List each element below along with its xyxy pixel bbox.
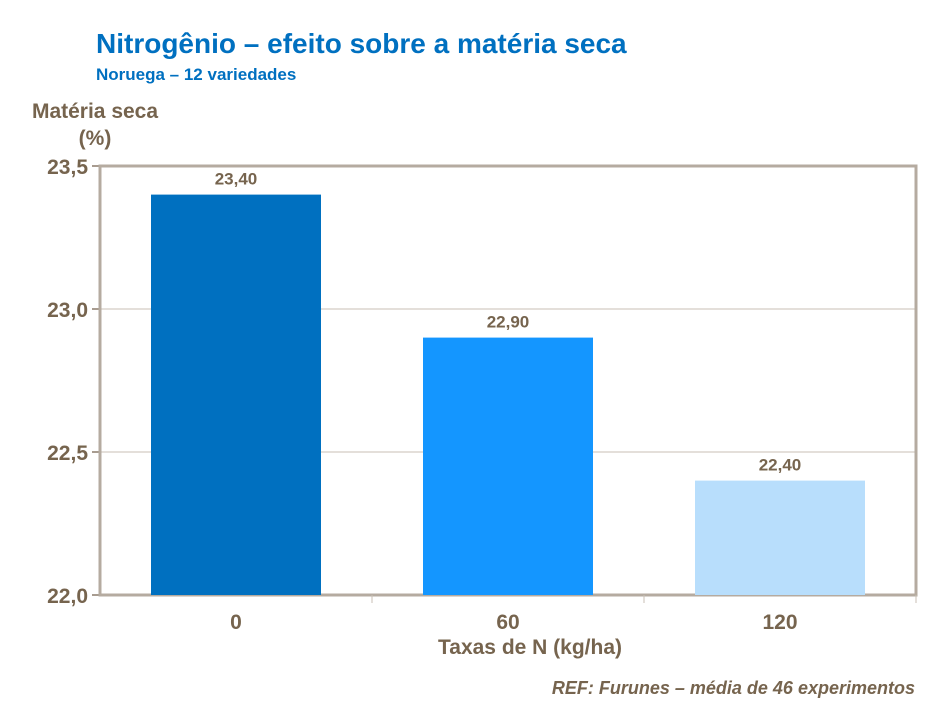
bar [423,337,593,595]
y-axis-label: Matéria seca (%) [20,98,170,152]
y-tick-label: 22,5 [47,442,88,465]
data-label: 22,40 [759,456,802,475]
bar [695,480,865,595]
x-axis-label: Taxas de N (kg/ha) [438,636,622,659]
y-tick-label: 22,0 [47,585,88,608]
chart-title: Nitrogênio – efeito sobre a matéria seca [96,28,627,59]
y-tick-label: 23,0 [47,299,88,322]
bar [151,194,321,595]
y-tick-label: 23,5 [47,156,88,179]
data-label: 22,90 [487,313,530,332]
x-tick-label: 0 [230,611,242,634]
x-tick-label: 60 [496,611,519,634]
y-axis-label-line2: (%) [78,127,112,150]
reference-note: REF: Furunes – média de 46 experimentos [551,678,915,698]
data-label: 23,40 [215,170,258,189]
chart-subtitle: Noruega – 12 variedades [96,65,297,84]
x-tick-label: 120 [762,611,797,634]
y-axis-label-line1: Matéria seca [31,100,159,123]
